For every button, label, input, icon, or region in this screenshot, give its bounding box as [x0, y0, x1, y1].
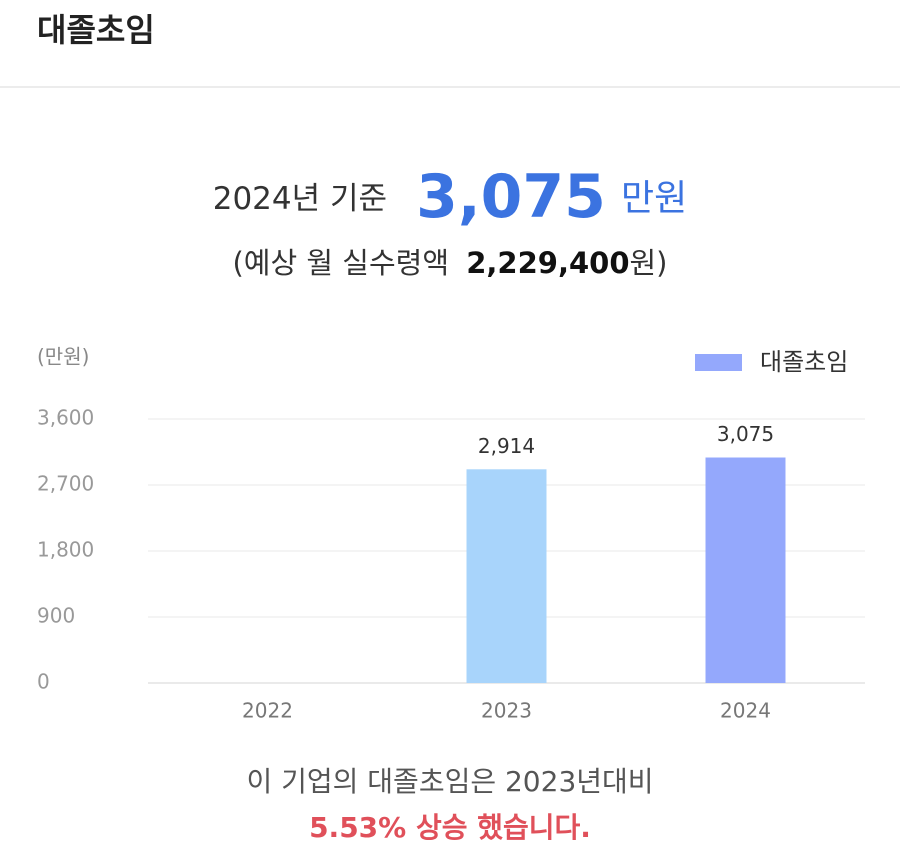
monthly-amount: 2,229,400: [466, 246, 629, 280]
amount: 3,075: [416, 162, 606, 232]
amount-unit: 만원: [621, 178, 687, 219]
bar: [705, 457, 786, 683]
y-tick-label: 2,700: [37, 472, 94, 496]
change: 5.53% 상승 했습니다.: [309, 811, 591, 844]
comparison: 이 기업의 대졸초임은 2023년대비: [246, 765, 653, 798]
unit-label: (만원): [37, 345, 89, 369]
legend-label: 대졸초임: [760, 348, 848, 376]
monthly-suffix: 원): [630, 246, 668, 280]
x-tick-label: 2023: [481, 699, 532, 723]
x-tick-label: 2022: [242, 699, 293, 723]
y-tick-label: 1,800: [37, 538, 94, 562]
page-title: 대졸초임: [37, 11, 155, 49]
value-label: 3,075: [717, 422, 774, 446]
x-tick-label: 2024: [720, 699, 771, 723]
y-tick-label: 3,600: [37, 406, 94, 430]
value-label: 2,914: [478, 434, 535, 458]
monthly-line: (예상 월 실수령액 2,229,400원): [232, 246, 667, 280]
y-tick-label: 900: [37, 604, 75, 628]
headline: 2024년 기준 3,075 만원: [213, 162, 688, 232]
bar: [466, 469, 547, 683]
basis: 2024년 기준: [213, 181, 387, 217]
y-tick-label: 0: [37, 670, 50, 694]
monthly-prefix: (예상 월 실수령액: [232, 246, 449, 280]
legend-swatch: [695, 354, 742, 371]
